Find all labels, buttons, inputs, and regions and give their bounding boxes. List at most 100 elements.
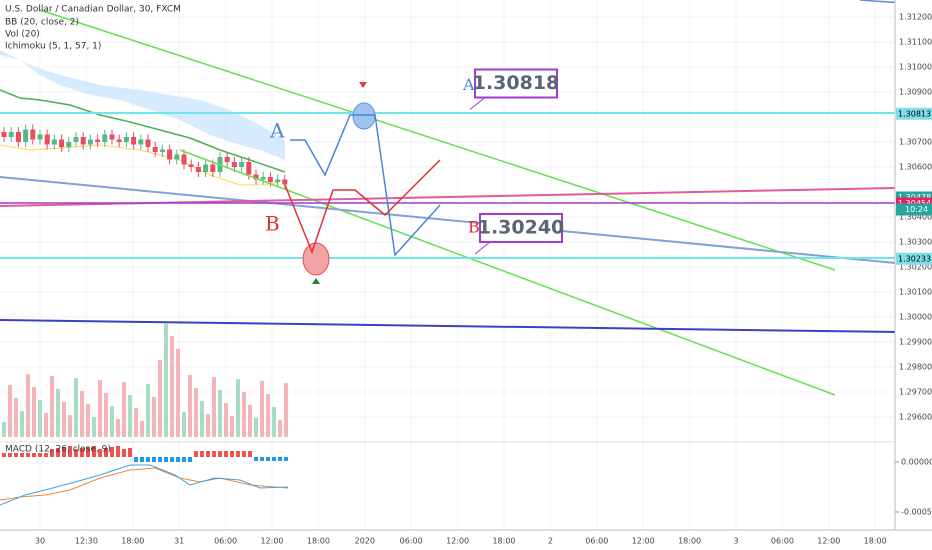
x-tick-label: 18:00: [678, 537, 701, 546]
candle: [131, 137, 137, 145]
candle: [246, 162, 252, 175]
x-tick-label: 06:00: [214, 537, 237, 546]
volume-bar: [50, 376, 54, 437]
histogram-bar: [158, 457, 162, 462]
candle: [15, 132, 21, 142]
callout: [469, 97, 486, 110]
macd-line: [0, 464, 289, 506]
candle: [123, 137, 129, 142]
histogram-bar: [230, 451, 234, 457]
histogram-bar: [20, 453, 24, 457]
callout: [474, 241, 491, 255]
volume-bar: [206, 414, 210, 437]
callout-label: 1.30240: [478, 217, 565, 239]
legend: Ichimoku (5, 1, 57, 1): [5, 42, 101, 52]
histogram-bar: [224, 451, 228, 457]
x-tick-label: 18:00: [492, 537, 515, 546]
volume: [2, 323, 288, 437]
histogram-bar: [194, 451, 198, 457]
volume-bar: [218, 390, 222, 437]
macd-histogram: [2, 446, 288, 462]
volume-bar: [14, 398, 18, 437]
price-tag: [896, 252, 932, 265]
candle: [224, 157, 230, 162]
volume-bar: [272, 407, 276, 437]
volume-bar: [140, 421, 144, 437]
histogram-bar: [146, 457, 150, 462]
x-tick-label: 2: [548, 537, 553, 546]
y-tick-label: 0.00000: [901, 458, 932, 467]
histogram-bar: [38, 453, 42, 457]
volume-bar: [284, 383, 288, 437]
countdown-tag: [896, 203, 932, 216]
candle: [188, 164, 194, 167]
y-tick-label: 1.30900: [899, 88, 932, 97]
y-tick-label: 1.31000: [899, 63, 932, 72]
legend: U.S. Dollar / Canadian Dollar, 30, FXCM: [5, 5, 181, 15]
volume-bar: [8, 385, 12, 437]
candle: [275, 179, 281, 182]
y-tick-label: 1.30200: [899, 263, 932, 272]
histogram-bar: [62, 447, 66, 457]
histogram-bar: [284, 457, 288, 461]
candle: [51, 139, 57, 145]
histogram-bar: [32, 453, 36, 457]
volume-bar: [212, 377, 216, 437]
candle: [44, 134, 50, 145]
candle: [210, 164, 216, 172]
trend-line: [0, 176, 896, 264]
histogram-bar: [152, 457, 156, 462]
histogram-bar: [50, 449, 54, 457]
candle: [253, 174, 259, 180]
y-tick-label: 1.31100: [899, 38, 932, 47]
target-circle: [352, 102, 376, 130]
candle: [8, 132, 14, 137]
histogram-bar: [110, 447, 114, 457]
volume-bar: [146, 384, 150, 437]
arrow-icon: [312, 278, 320, 284]
volume-bar: [188, 375, 192, 437]
price-tag: [896, 107, 932, 120]
histogram-bar: [212, 451, 216, 457]
x-tick-label: 18:00: [307, 537, 330, 546]
candle: [23, 129, 29, 142]
candle: [195, 167, 201, 172]
candle: [1, 132, 7, 137]
histogram-bar: [182, 457, 186, 462]
candle: [138, 139, 144, 145]
histogram-bar: [8, 453, 12, 457]
volume-bar: [194, 388, 198, 437]
histogram-bar: [254, 457, 258, 461]
volume-bar: [92, 417, 96, 437]
histogram-bar: [116, 446, 120, 457]
bb-mid: [0, 89, 286, 173]
scenario-label: A: [269, 119, 285, 143]
histogram-bar: [170, 457, 174, 462]
target-circle: [302, 242, 330, 276]
price-tag-label: 1.30233: [898, 254, 931, 263]
histogram-bar: [272, 457, 276, 461]
y-tick-label: 1.31200: [899, 13, 932, 22]
histogram-bar: [206, 451, 210, 457]
volume-bar: [248, 405, 252, 437]
volume-bar: [176, 349, 180, 437]
x-tick-label: 06:00: [585, 537, 608, 546]
histogram-bar: [218, 451, 222, 457]
volume-bar: [164, 323, 168, 437]
volume-bar: [260, 381, 264, 437]
histogram-bar: [92, 446, 96, 457]
volume-bar: [278, 420, 282, 437]
histogram-bar: [278, 457, 282, 461]
scenario-label: B: [265, 212, 280, 236]
callout-box: [474, 68, 558, 99]
volume-bar: [134, 408, 138, 437]
histogram-bar: [188, 457, 192, 462]
histogram-bar: [2, 453, 6, 457]
candle: [109, 134, 115, 140]
candle: [73, 137, 79, 142]
candle: [66, 142, 72, 147]
y-tick-label: 1.29600: [899, 413, 932, 422]
scenario-arrow: [290, 114, 441, 257]
y-tick-label: 1.30300: [899, 238, 932, 247]
